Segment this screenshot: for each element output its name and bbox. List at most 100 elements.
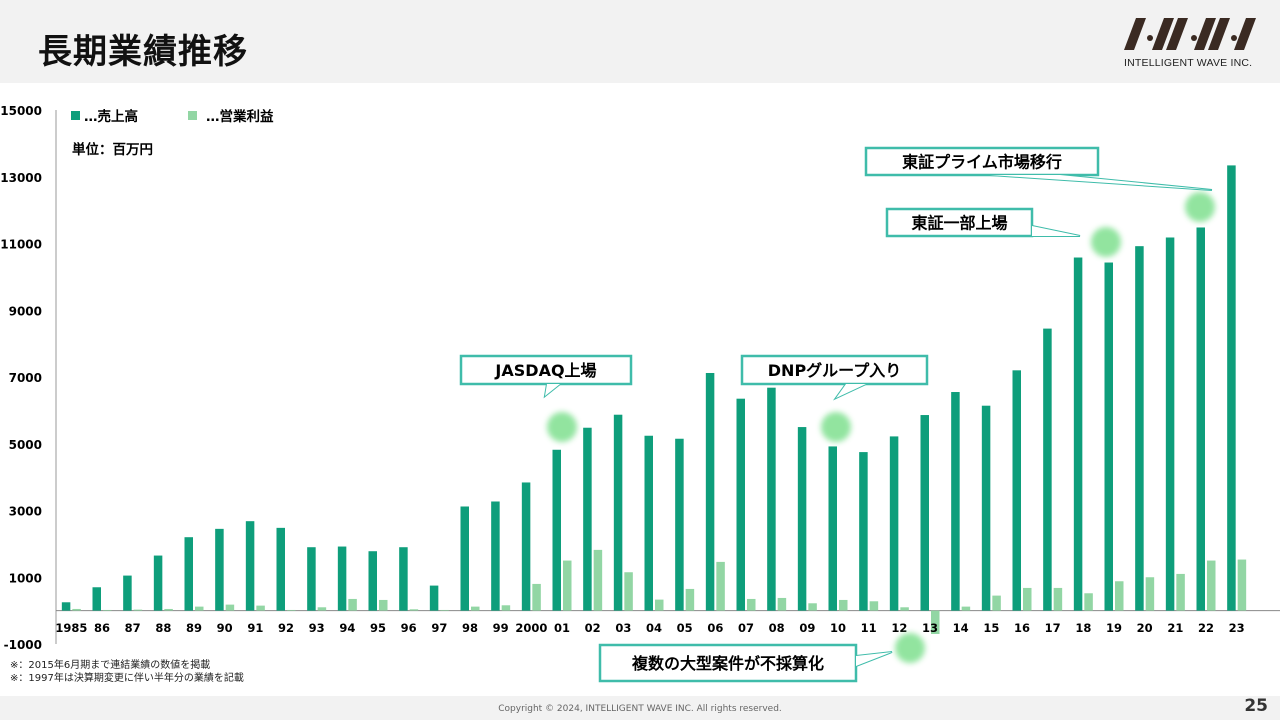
footer-bar <box>0 696 1280 720</box>
sales-bar <box>736 398 745 611</box>
x-tick-label: 89 <box>186 621 202 635</box>
sales-bar <box>460 506 469 611</box>
x-tick-label: 96 <box>401 621 417 635</box>
highlight-marker <box>547 412 577 442</box>
x-tick-label: 01 <box>554 621 570 635</box>
callout-pointer-mask <box>836 384 866 398</box>
profit-bar <box>501 605 511 611</box>
profit-bar <box>195 606 204 611</box>
profit-bar <box>409 609 419 611</box>
y-tick-label: 1000 <box>9 571 42 585</box>
profit-bar <box>1084 593 1093 611</box>
sales-bar <box>644 435 653 611</box>
sales-bar <box>153 555 163 611</box>
profit-bar <box>961 606 971 611</box>
legend-sales-swatch <box>71 111 80 120</box>
profit-bar <box>440 609 449 611</box>
unit-label: 単位：百万円 <box>72 141 153 158</box>
sales-bar <box>92 587 101 611</box>
sales-profit-chart: -1000 1000 3000 5000 7000 9000 11000 13000 15000… <box>0 104 1280 683</box>
x-tick-label: 20 <box>1137 621 1153 635</box>
x-tick-label: 87 <box>125 621 141 635</box>
callout-box <box>885 207 1034 238</box>
x-tick-label: 11 <box>861 621 877 635</box>
company-logo-icon <box>1124 18 1256 50</box>
x-tick-label: 16 <box>1014 621 1030 635</box>
sales-bar <box>429 585 439 611</box>
x-tick-label: 23 <box>1229 621 1245 635</box>
sales-bar <box>368 551 377 611</box>
y-tick-label: -1000 <box>4 638 42 652</box>
sales-bar <box>61 602 71 611</box>
footnote-2: ※：1997年は決算期変更に伴い半年分の業績を記載 <box>10 673 244 684</box>
profit-bar <box>747 598 756 611</box>
profit-bar <box>103 609 112 611</box>
callout-label: JASDAQ上場 <box>494 361 596 380</box>
sales-bar <box>1073 257 1083 611</box>
y-tick-label: 15000 <box>0 104 42 118</box>
sales-bar <box>276 527 285 611</box>
x-tick-label: 99 <box>493 621 509 635</box>
highlight-marker <box>821 412 851 442</box>
x-tick-label: 10 <box>830 621 846 635</box>
profit-bar <box>1023 587 1032 611</box>
sales-bar <box>859 452 868 611</box>
sales-bar <box>1043 328 1052 611</box>
sales-bar <box>1012 370 1021 611</box>
profit-bar <box>225 604 235 611</box>
x-tick-label: 93 <box>309 621 325 635</box>
callout-box <box>459 354 633 386</box>
sales-bar <box>613 414 623 611</box>
profit-bar <box>777 597 787 611</box>
x-tick-label: 18 <box>1075 621 1091 635</box>
page-number: 25 <box>1244 696 1268 716</box>
profit-bar <box>624 572 633 611</box>
profit-bar <box>317 607 327 611</box>
profit-bar <box>471 606 480 611</box>
sales-bar <box>184 537 193 611</box>
profit-bar <box>655 599 664 611</box>
callout-box <box>740 354 929 386</box>
x-tick-label: 91 <box>247 621 263 635</box>
x-tick-label: 1985 <box>55 621 87 635</box>
callout-pointer-mask <box>1032 226 1080 236</box>
x-tick-label: 2000 <box>515 621 547 635</box>
profit-bar <box>348 598 357 611</box>
profit-bar <box>931 610 940 634</box>
legend-profit-swatch <box>188 111 197 120</box>
sales-bar <box>491 501 500 611</box>
legend-sales-label: …売上高 <box>84 108 138 125</box>
legend-profit-label: …営業利益 <box>206 108 274 125</box>
y-tick-label: 9000 <box>9 304 42 318</box>
sales-bar <box>123 575 132 611</box>
callout-label: 東証一部上場 <box>911 214 1007 233</box>
profit-bar <box>808 603 817 611</box>
x-tick-label: 14 <box>953 621 969 635</box>
profit-bar <box>256 605 265 611</box>
y-tick-label: 11000 <box>0 238 42 252</box>
sales-bar <box>1135 246 1144 611</box>
x-tick-label: 05 <box>677 621 693 635</box>
highlight-marker <box>895 633 925 663</box>
sales-bar <box>828 446 837 611</box>
sales-bar <box>705 372 715 611</box>
profit-bar <box>593 549 603 611</box>
profit-bar <box>716 561 725 611</box>
sales-bar <box>1165 237 1175 611</box>
sales-bar <box>215 528 224 611</box>
profit-bar <box>1145 577 1155 611</box>
x-tick-label: 06 <box>707 621 723 635</box>
profit-bar <box>379 599 388 611</box>
footnote-1: ※：2015年6月期まで連結業績の数値を掲載 <box>10 660 211 671</box>
sales-bar <box>889 436 899 611</box>
y-tick-label: 13000 <box>0 171 42 185</box>
callout-box <box>864 146 1100 177</box>
profit-bar <box>1053 587 1063 611</box>
sales-bar <box>583 427 592 611</box>
profit-bar <box>1207 560 1216 611</box>
x-tick-label: 95 <box>370 621 386 635</box>
page-title: 長期業績推移 <box>38 32 248 72</box>
callout-label: DNPグループ入り <box>768 361 901 380</box>
x-tick-label: 13 <box>922 621 938 635</box>
x-tick-label: 97 <box>431 621 447 635</box>
